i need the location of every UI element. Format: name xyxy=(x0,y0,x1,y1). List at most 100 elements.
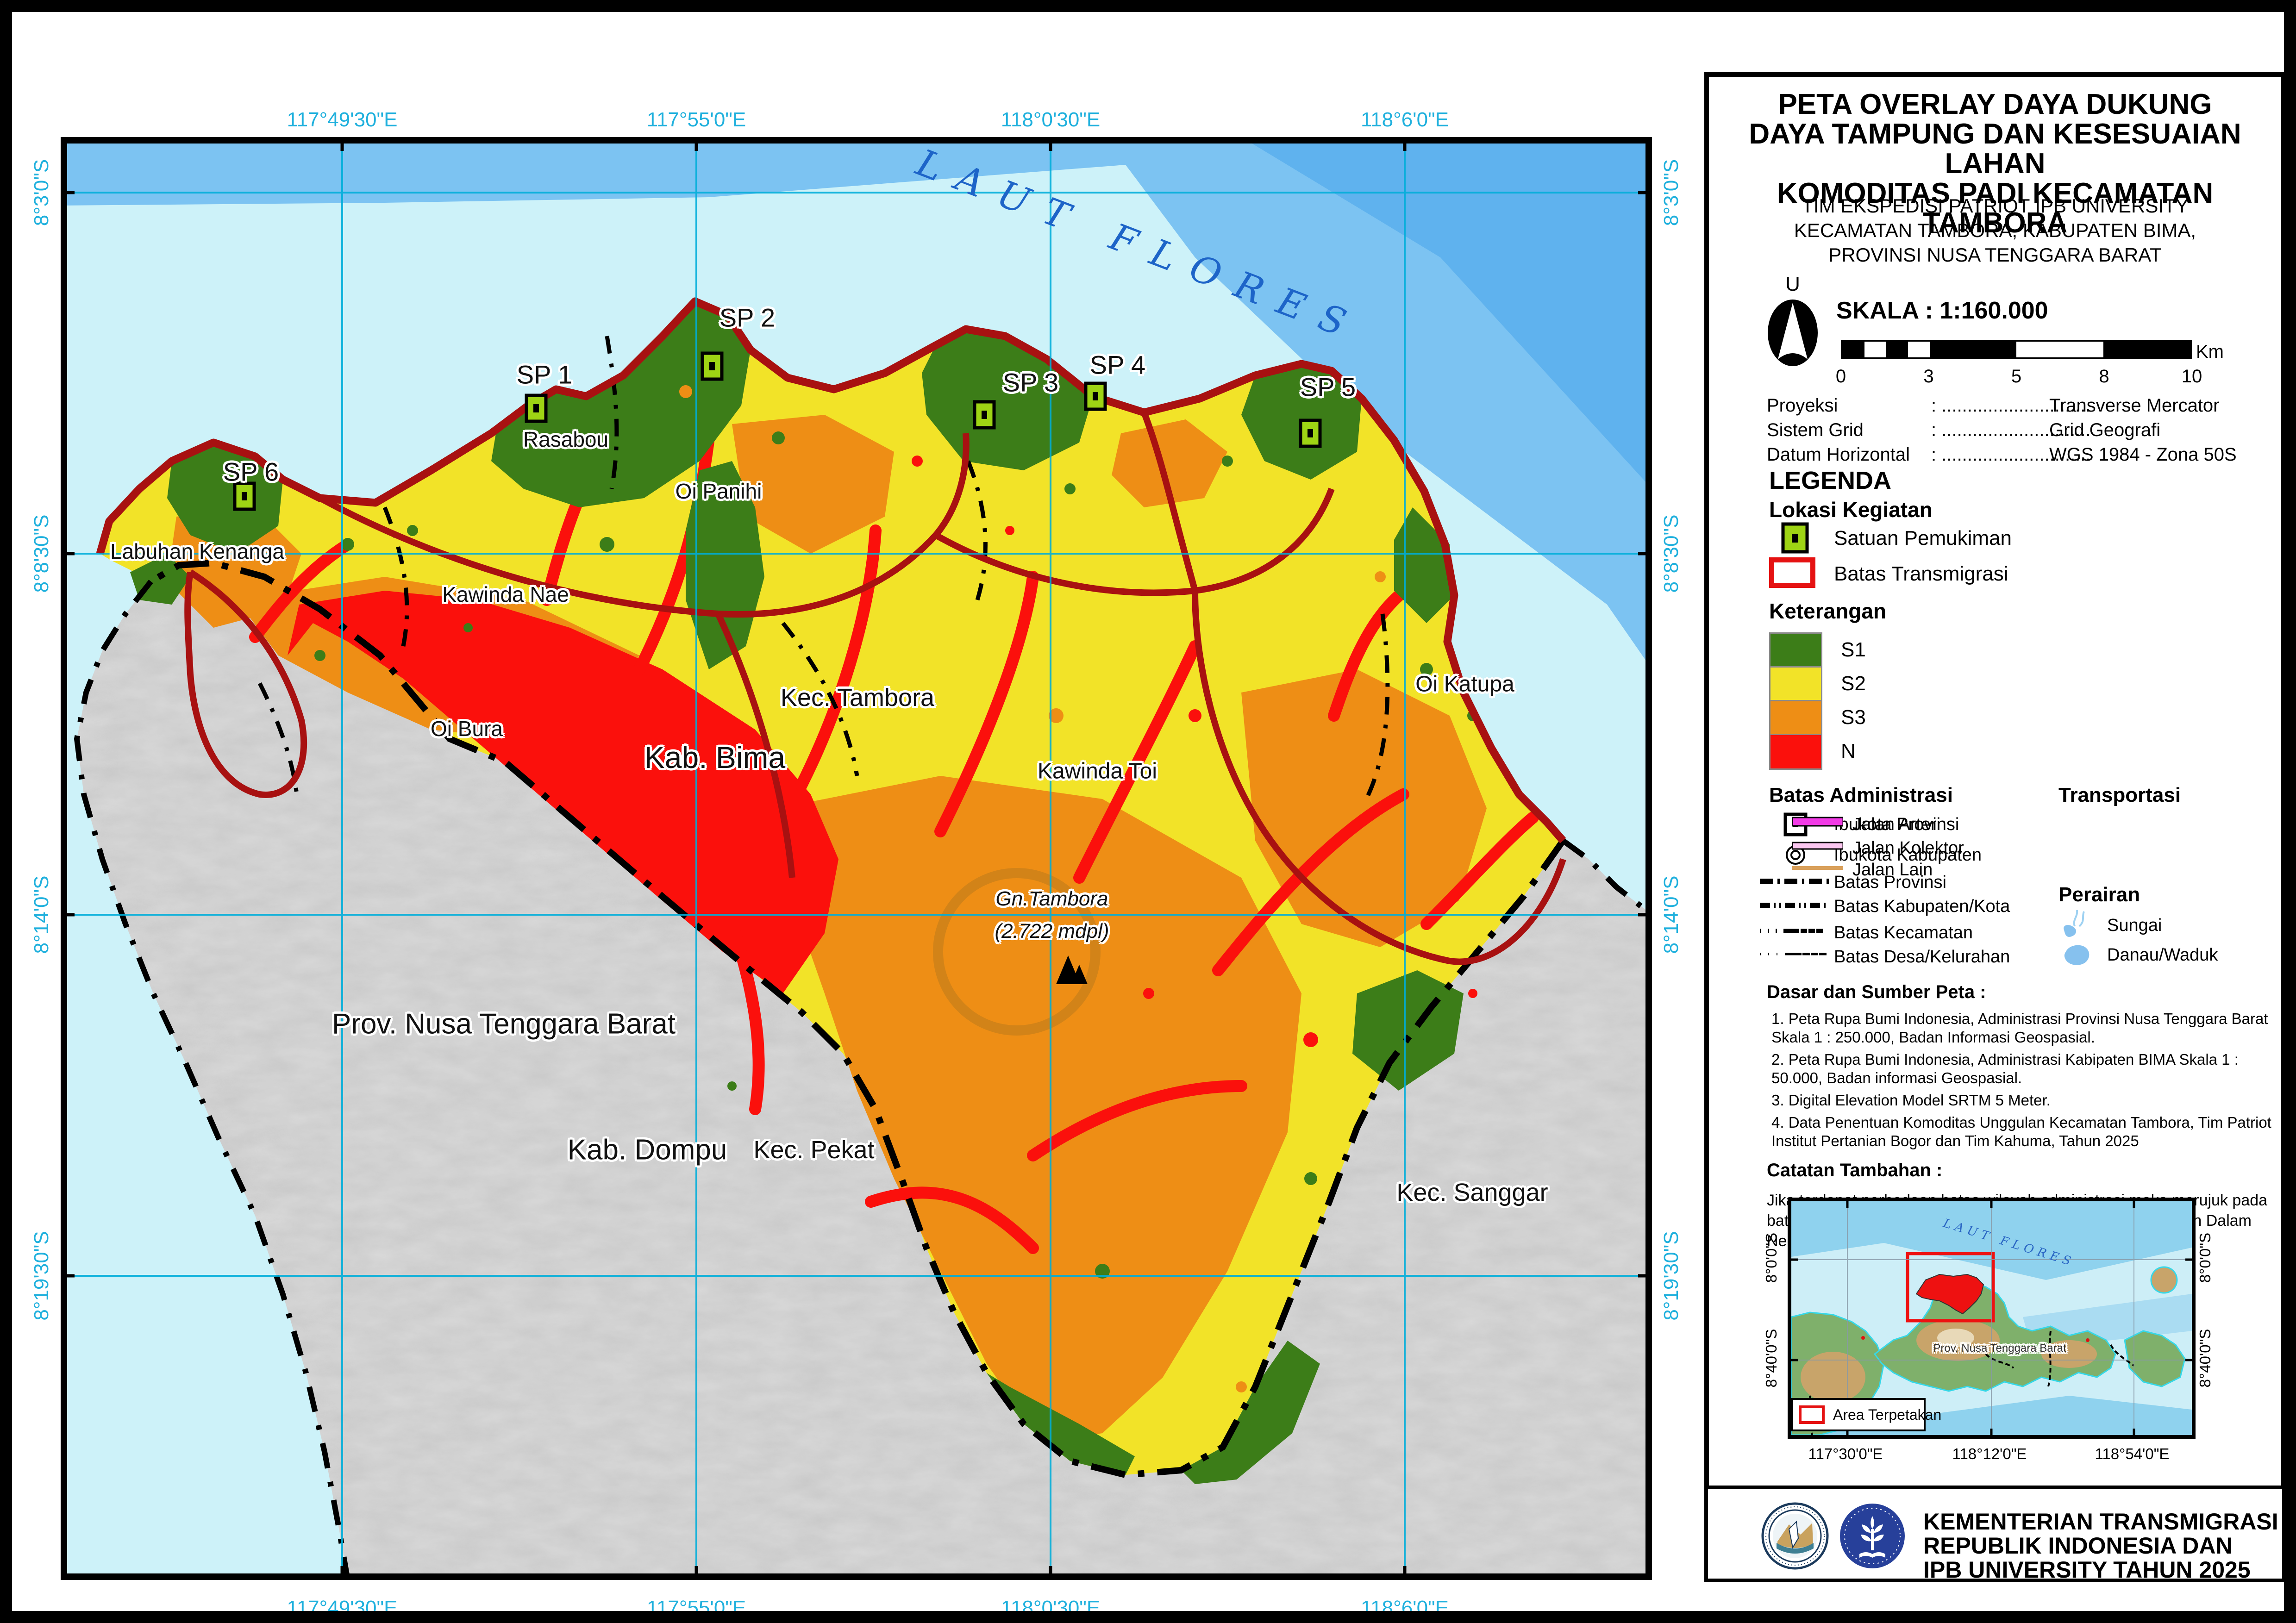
subtitle-line-3: PROVINSI NUSA TENGGARA BARAT xyxy=(1828,244,2162,266)
sources-list: 1. Peta Rupa Bumi Indonesia, Administras… xyxy=(1771,1010,2271,1154)
scale-unit: Km xyxy=(2196,342,2224,362)
keterangan-title: Keterangan xyxy=(1769,599,1887,623)
label-oi-bura: Oi Bura xyxy=(431,717,503,741)
lat-label-right-2: 8°14'0"S xyxy=(1660,875,1683,954)
batas-desa-icon xyxy=(1760,953,1829,955)
label-volcano-name: Gn.Tambora xyxy=(995,887,1108,910)
lon-label-top-1: 117°55'0"E xyxy=(646,108,746,131)
satuan-pemukiman-icon xyxy=(1781,522,1809,554)
credit-line-1: KEMENTERIAN TRANSMIGRASI xyxy=(1923,1509,2278,1535)
notes-title: Catatan Tambahan : xyxy=(1767,1160,1943,1180)
lon-label-top-2: 118°0'30"E xyxy=(1001,108,1101,131)
inset-ticks xyxy=(1791,1201,2192,1435)
sp6-label: SP 6 xyxy=(223,457,279,487)
sungai-icon xyxy=(2064,910,2085,937)
batas-kabupaten-icon xyxy=(1760,903,1829,908)
n-swatch xyxy=(1769,734,1822,770)
scale-seg xyxy=(1908,342,1930,357)
lat-label-right-0: 8°3'0"S xyxy=(1660,159,1683,226)
label-oi-panihi: Oi Panihi xyxy=(675,479,762,503)
legend-title: LEGENDA xyxy=(1769,467,1892,494)
lat-label-right-1: 8°8'30"S xyxy=(1660,514,1683,593)
scale-title: SKALA : 1:160.000 xyxy=(1836,297,2048,324)
sp-markers xyxy=(233,351,1322,511)
inset-lon-0: 117°30'0"E xyxy=(1808,1445,1883,1462)
title-line-1: PETA OVERLAY DAYA DUKUNG xyxy=(1778,88,2212,120)
credit-line-2: REPUBLIK INDONESIA DAN xyxy=(1923,1533,2233,1559)
sea-mid-band xyxy=(61,137,1652,669)
source-item-4: 4. Data Penentuan Komoditas Unggulan Kec… xyxy=(1771,1114,2271,1149)
s3-label: S3 xyxy=(1841,706,1866,729)
jalan-arteri-icon xyxy=(1792,817,1843,827)
scale-bar xyxy=(1841,340,2192,359)
scale-seg xyxy=(1843,342,1864,357)
sp5-label: SP 5 xyxy=(1300,372,1356,402)
scale-numbers: 0 3 5 8 10 xyxy=(1836,366,2202,389)
ibukota-kabupaten-label: Ibukota Kabupaten xyxy=(1834,845,1982,865)
lon-label-bottom-0: 117°49'30"E xyxy=(287,1597,398,1619)
label-kawinda-nae: Kawinda Nae xyxy=(442,582,569,606)
title-line-3: KOMODITAS PADI KECAMATAN TAMBORA xyxy=(1777,177,2214,239)
label-labuhan-kenanga: Labuhan Kenanga xyxy=(110,539,285,563)
attribution-box: KEMENTERIAN TRANSMIGRASI REPUBLIK INDONE… xyxy=(1704,1486,2284,1582)
ibukota-provinsi-label: Ibukota Provinsi xyxy=(1834,815,1959,834)
lon-label-bottom-1: 117°55'0"E xyxy=(646,1597,746,1619)
batas-kecamatan-icon xyxy=(1760,929,1829,933)
label-kec-tambora: Kec. Tambora xyxy=(780,684,935,712)
inset-map-frame: LAUT FLORES Prov. Nusa Tenggara Barat Ar… xyxy=(1788,1198,2196,1439)
graticule xyxy=(61,137,1652,1580)
map-subtitle: TIM EKSPEDISI PATRIOT IPB UNIVERSITY KEC… xyxy=(1709,194,2281,267)
gray-east-coast xyxy=(1561,838,1652,917)
batas-transmigrasi-icon xyxy=(1769,557,1815,588)
lat-label-right-3: 8°19'30"S xyxy=(1660,1231,1683,1321)
s2-label: S2 xyxy=(1841,672,1866,695)
scale-tick-3: 3 xyxy=(1923,366,1934,387)
inset-topography xyxy=(1801,1319,2097,1403)
inset-area-rect xyxy=(1906,1252,1995,1323)
meta-value-datum: WGS 1984 - Zona 50S xyxy=(2049,444,2237,465)
scale-seg xyxy=(1864,342,1886,357)
inset-city-dots xyxy=(1861,1336,2090,1350)
danau-icon xyxy=(2064,945,2090,965)
lat-label-left-0: 8°3'0"S xyxy=(30,159,53,226)
inset-lon-1: 118°12'0"E xyxy=(1952,1445,2027,1462)
inset-lat-left-1: 8°40'0"S xyxy=(1763,1329,1780,1388)
inset-area-label: Area Terpetakan xyxy=(1833,1406,1942,1423)
inset-prov-label: Prov. Nusa Tenggara Barat xyxy=(1933,1342,2066,1355)
label-prov-ntb: Prov. Nusa Tenggara Barat xyxy=(332,1008,676,1040)
jalan-kolektor-label: Jalan Kolektor xyxy=(1852,838,1964,858)
batas-kabupaten-label: Batas Kabupaten/Kota xyxy=(1834,897,2010,916)
batas-kecamatan-label: Batas Kecamatan xyxy=(1834,923,1973,943)
label-kec-pekat: Kec. Pekat xyxy=(753,1136,875,1164)
north-letter: U xyxy=(1785,273,1800,295)
n-label: N xyxy=(1841,740,1856,762)
label-rasabou: Rasabou xyxy=(523,427,609,451)
s1-label: S1 xyxy=(1841,638,1866,661)
jalan-lain-icon xyxy=(1792,866,1843,870)
source-item-2: 2. Peta Rupa Bumi Indonesia, Administras… xyxy=(1771,1051,2239,1086)
lat-label-left-3: 8°19'30"S xyxy=(30,1231,53,1321)
lon-label-bottom-2: 118°0'30"E xyxy=(1001,1597,1101,1619)
subtitle-line-1: TIM EKSPEDISI PATRIOT IPB UNIVERSITY xyxy=(1802,195,2189,217)
sungai-label: Sungai xyxy=(2107,916,2162,935)
inset-tambora-area xyxy=(1915,1273,1984,1315)
lon-label-top-0: 117°49'30"E xyxy=(287,108,398,131)
volcano-marker xyxy=(1056,955,1088,984)
map-title: PETA OVERLAY DAYA DUKUNG DAYA TAMPUNG DA… xyxy=(1709,90,2281,238)
jalan-arteri-label: Jalan Arteri xyxy=(1852,815,1941,834)
n-streaks xyxy=(249,390,1539,1254)
label-oi-katupa: Oi Katupa xyxy=(1415,672,1514,697)
admin-dashed-lines xyxy=(257,336,1390,800)
lokasi-kegiatan-title: Lokasi Kegiatan xyxy=(1769,498,1933,522)
lat-label-left-1: 8°8'30"S xyxy=(30,514,53,593)
meta-label-grid: Sistem Grid xyxy=(1767,420,1864,440)
scale-tick-5: 5 xyxy=(2011,366,2022,387)
s3-swatch xyxy=(1769,700,1822,736)
credit-text: KEMENTERIAN TRANSMIGRASI REPUBLIK INDONE… xyxy=(1923,1510,2278,1582)
kecamatan-boundary xyxy=(149,559,1566,1479)
n-zones xyxy=(288,591,838,993)
scale-seg xyxy=(1886,342,1908,357)
batas-provinsi-icon xyxy=(1760,879,1829,884)
lon-label-bottom-3: 118°6'0"E xyxy=(1360,1597,1449,1619)
s2-swatch xyxy=(1769,666,1822,702)
